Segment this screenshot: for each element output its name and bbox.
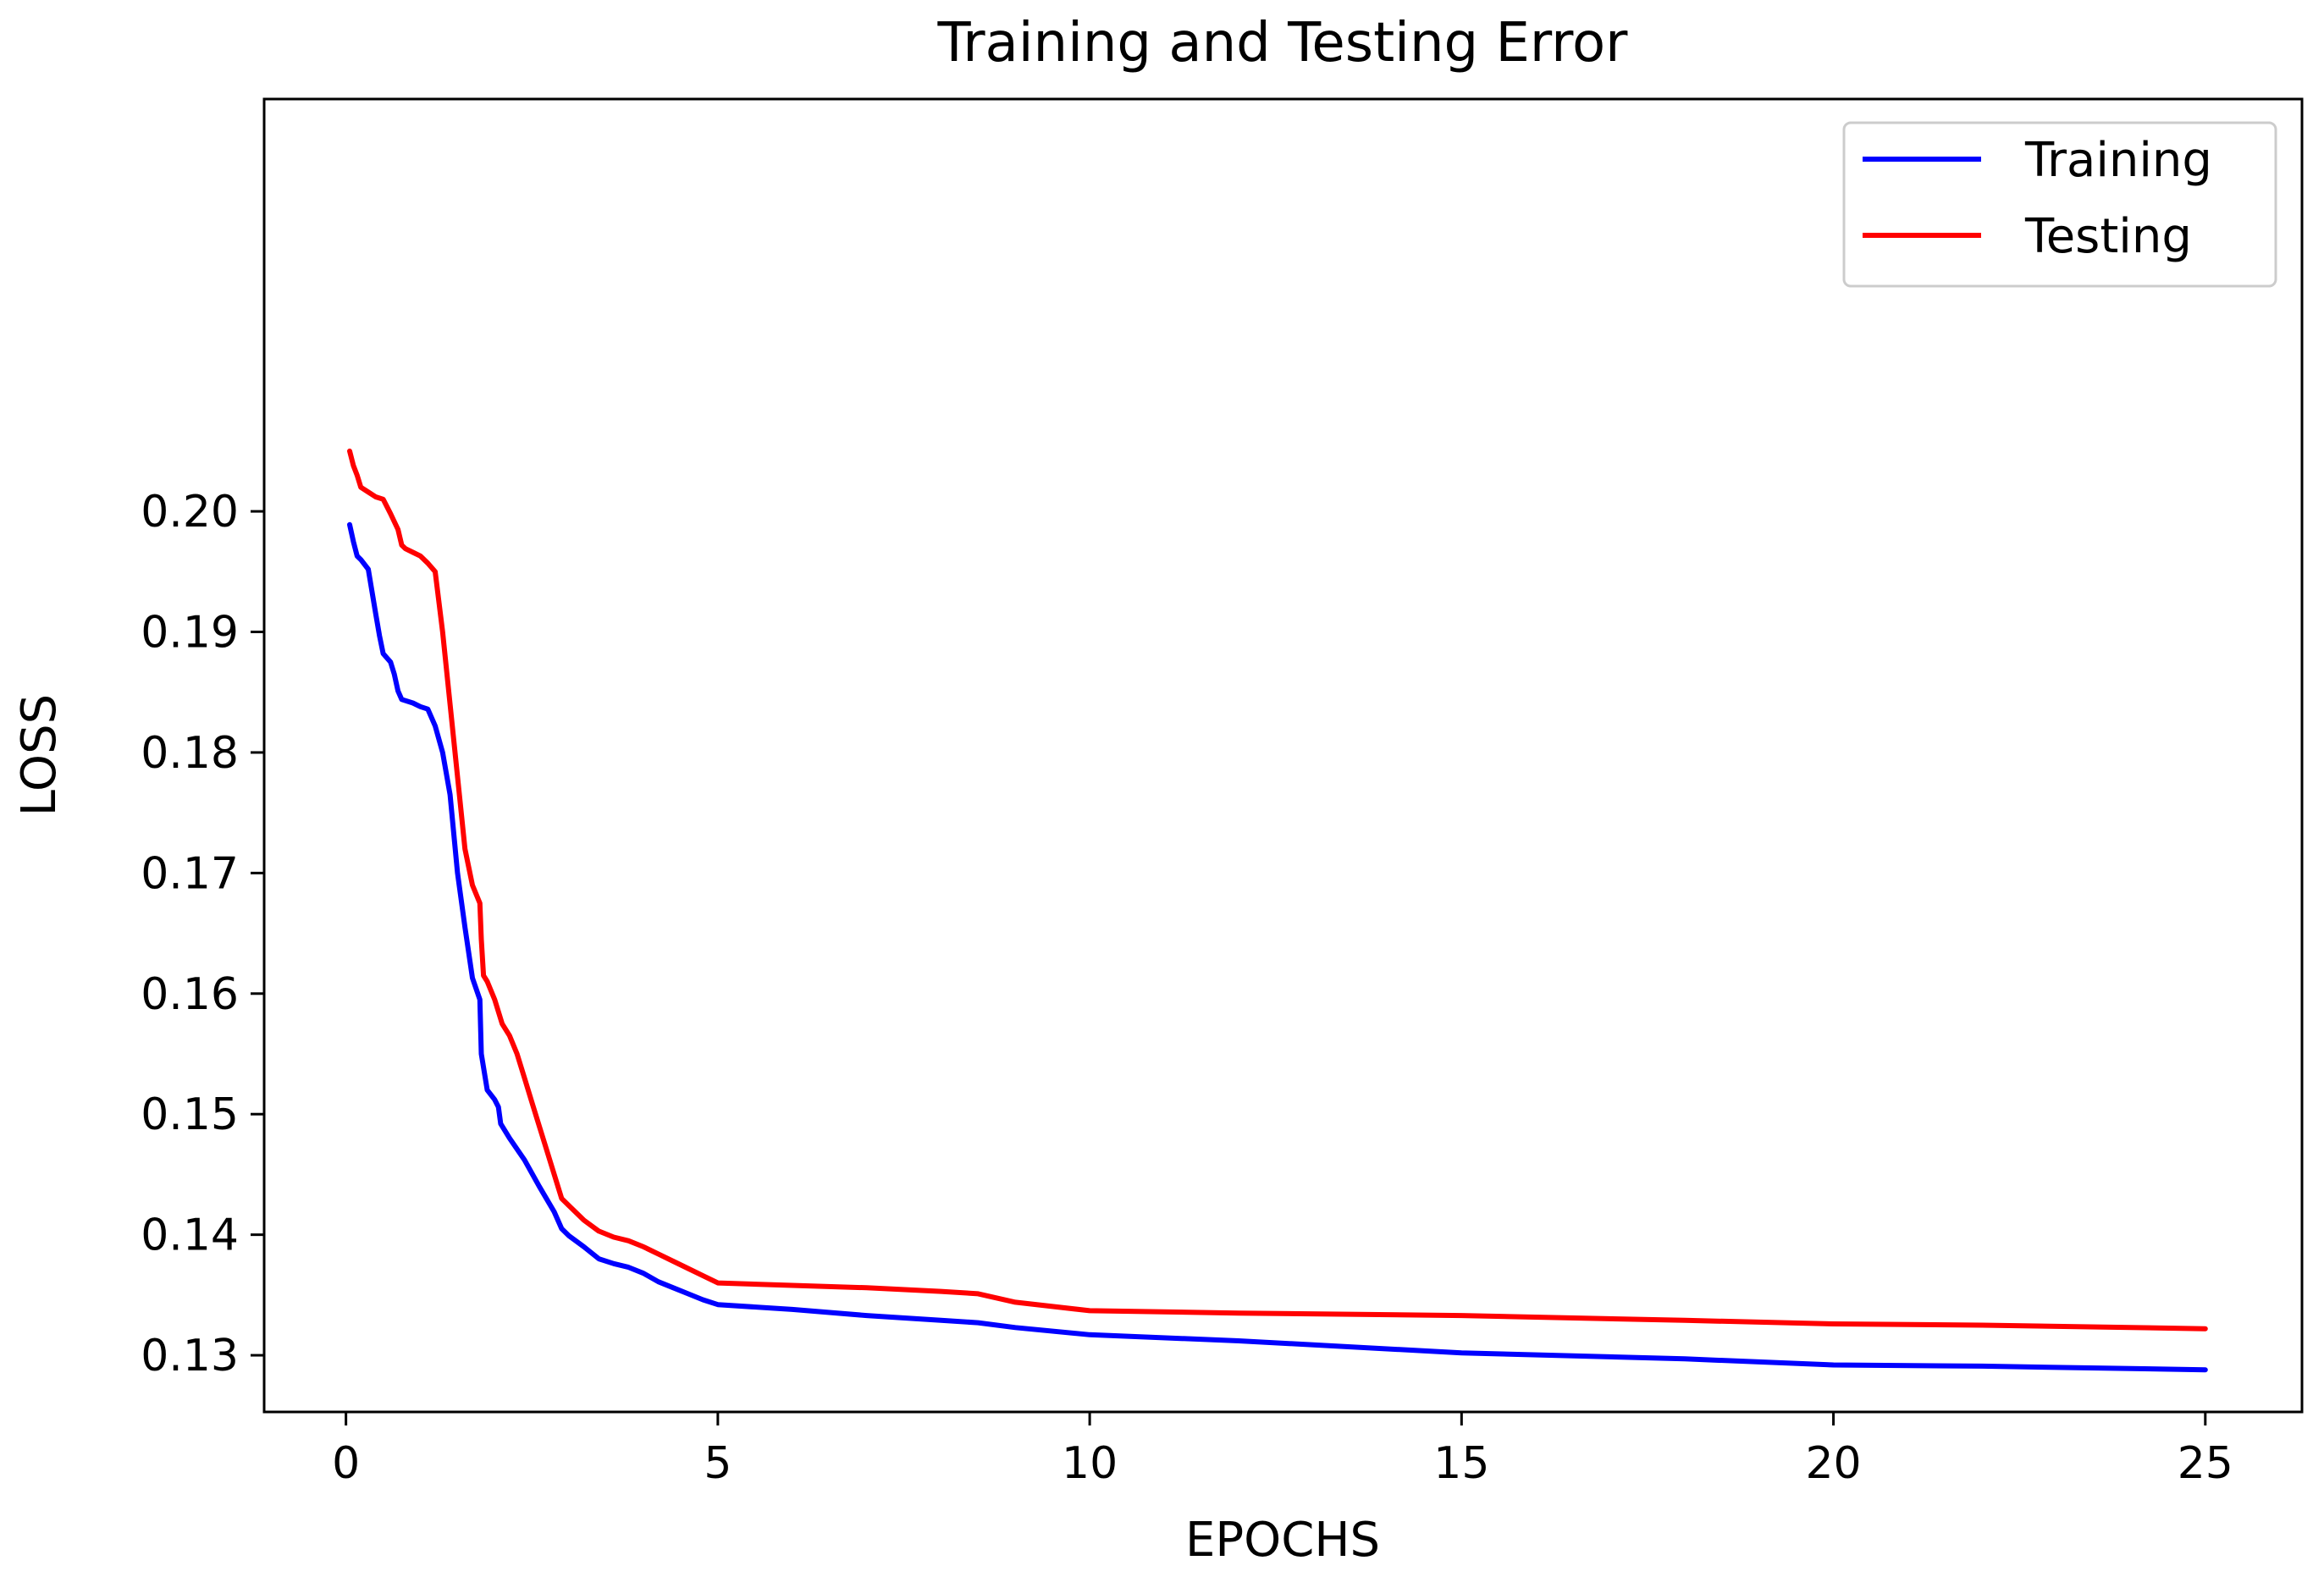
legend-box [1842,121,2277,288]
x-tick-label: 25 [2178,1438,2233,1489]
y-tick-label: 0.19 [141,608,239,659]
legend-label-training: Training [2024,133,2212,188]
y-tick-label: 0.14 [141,1210,239,1261]
y-tick-label: 0.17 [141,848,239,899]
y-tick-label: 0.15 [141,1089,239,1140]
series-line-testing [347,448,2208,1332]
chart-title: Training and Testing Error [937,12,1629,74]
y-axis: 0.13 0.14 0.15 0.16 0.17 0.18 0.19 0.20 [141,487,264,1381]
plot-area [262,97,2304,1414]
series-layer [347,448,2208,1373]
x-tick-label: 20 [1805,1438,1861,1489]
x-axis: 0 5 10 15 20 25 [332,1412,2233,1489]
y-axis-label: LOSS [12,694,67,816]
x-axis-label: EPOCHS [1185,1513,1380,1568]
plot-frame [262,97,2304,1414]
legend: Training Testing [1842,121,2277,288]
y-tick-label: 0.20 [141,487,239,538]
series-line-training [347,521,2208,1373]
x-tick-label: 0 [332,1438,360,1489]
y-tick-label: 0.13 [141,1331,239,1381]
y-tick-label: 0.16 [141,969,239,1020]
legend-label-testing: Testing [2024,209,2192,264]
x-tick-label: 5 [704,1438,731,1489]
x-tick-label: 15 [1433,1438,1489,1489]
y-tick-label: 0.18 [141,728,239,779]
x-tick-label: 10 [1062,1438,1118,1489]
